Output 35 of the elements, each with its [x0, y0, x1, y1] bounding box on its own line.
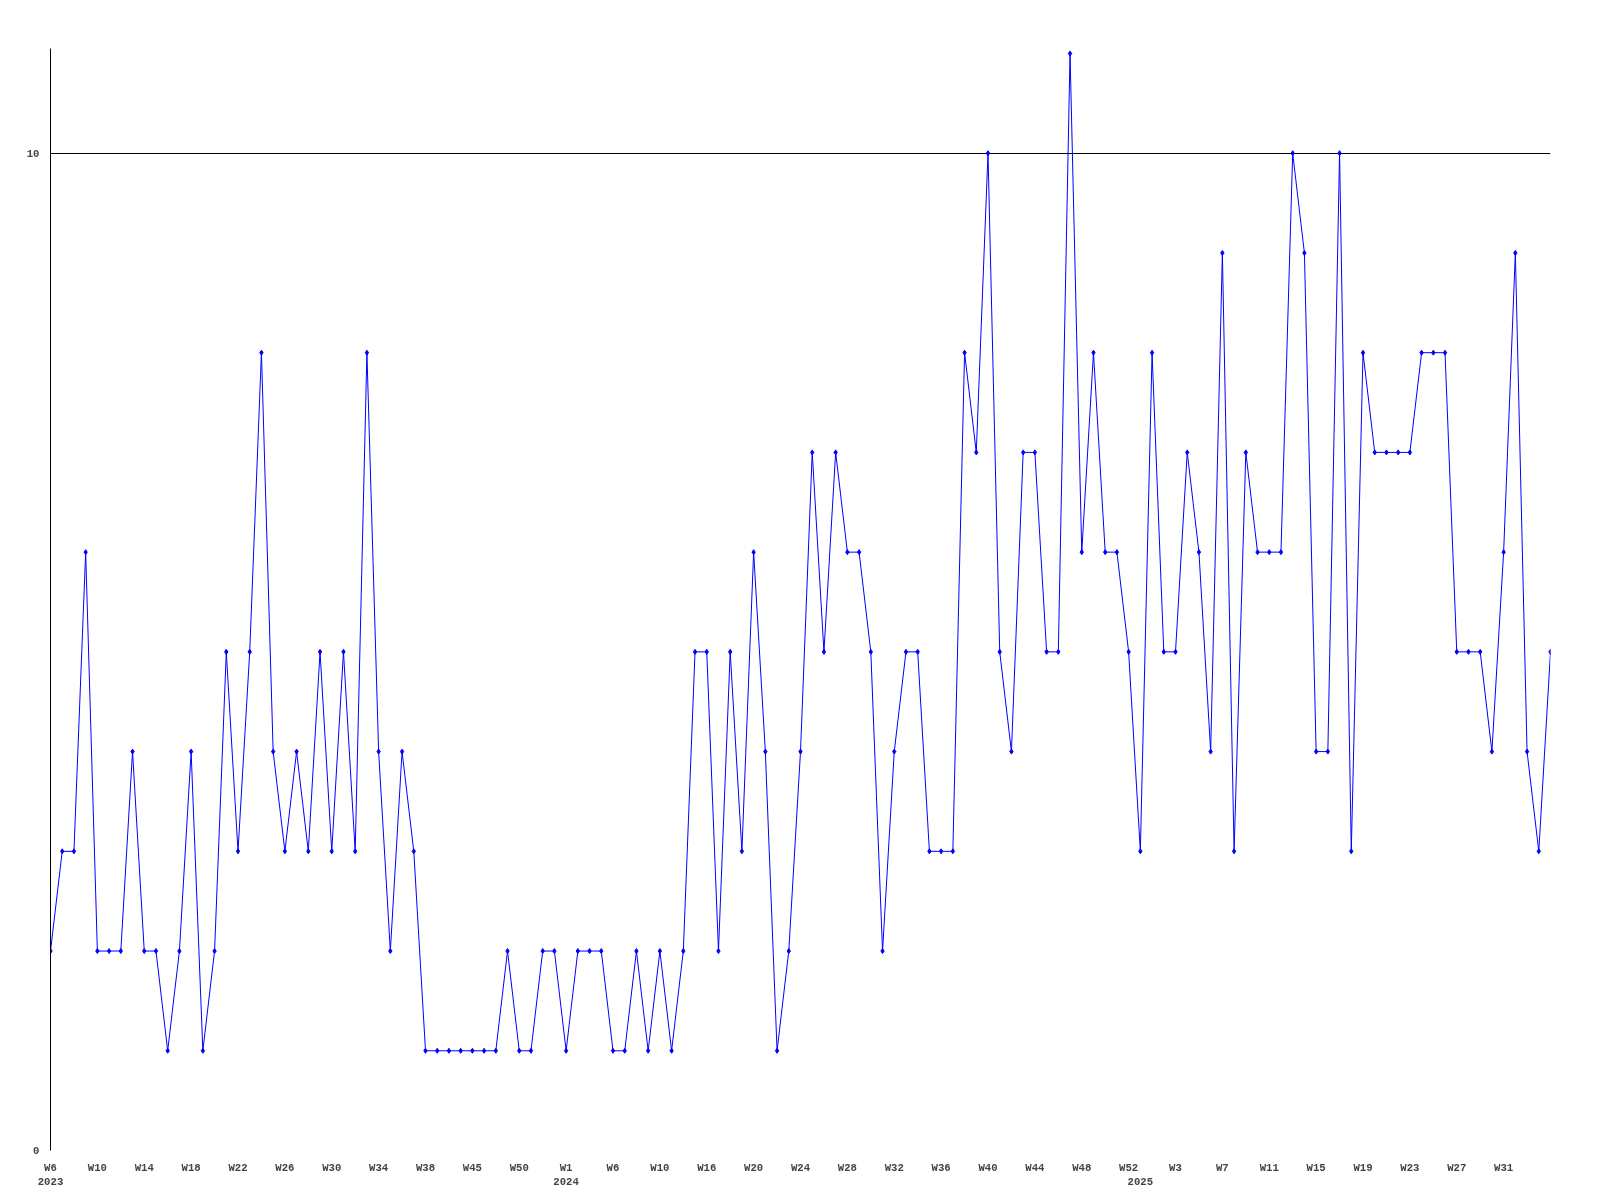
x-tick-label: W18 — [181, 1161, 201, 1174]
x-tick-label: W26 — [275, 1161, 295, 1174]
x-tick-label: W31 — [1494, 1161, 1514, 1174]
x-tick-label: W32 — [884, 1161, 904, 1174]
x-tick-label: W16 — [697, 1161, 717, 1174]
y-tick-label: 0 — [33, 1145, 40, 1157]
x-tick-label: W27 — [1447, 1161, 1467, 1174]
x-tick-label: W15 — [1306, 1161, 1326, 1174]
x-tick-label: W24 — [790, 1161, 811, 1174]
x-tick-label: W7 — [1215, 1161, 1229, 1174]
x-tick-label: W45 — [462, 1161, 482, 1174]
x-tick-label: W36 — [931, 1161, 951, 1174]
x-tick-label: W52 — [1119, 1161, 1139, 1174]
x-tick-label: W3 — [1169, 1161, 1182, 1174]
x-tick-label: W40 — [978, 1161, 998, 1174]
x-tick-label: W6 — [606, 1161, 620, 1174]
x-tick-label: W48 — [1072, 1161, 1092, 1174]
x-tick-label: W44 — [1025, 1161, 1046, 1174]
x-tick-label: W38 — [415, 1161, 436, 1174]
x-tick-label: W30 — [322, 1161, 342, 1174]
x-tick-label: W6 2023 — [37, 1161, 64, 1188]
x-tick-label: W20 — [744, 1161, 764, 1174]
y-tick-label: 10 — [26, 147, 40, 160]
x-tick-label: W10 — [87, 1161, 107, 1174]
x-tick-label: W11 — [1259, 1161, 1279, 1174]
x-tick-label: W34 — [369, 1161, 389, 1174]
x-tick-label: W22 — [228, 1161, 248, 1174]
x-tick-label: W10 — [650, 1161, 670, 1174]
x-tick-label: W28 — [837, 1161, 857, 1174]
x-tick-label: W19 — [1353, 1161, 1373, 1174]
x-tick-label: W50 — [509, 1161, 529, 1174]
x-tick-label: 2025 — [1127, 1175, 1154, 1188]
x-tick-label: W23 — [1400, 1161, 1420, 1174]
x-tick-label: W1 2024 — [553, 1161, 580, 1188]
x-tick-label: W14 — [134, 1161, 155, 1174]
